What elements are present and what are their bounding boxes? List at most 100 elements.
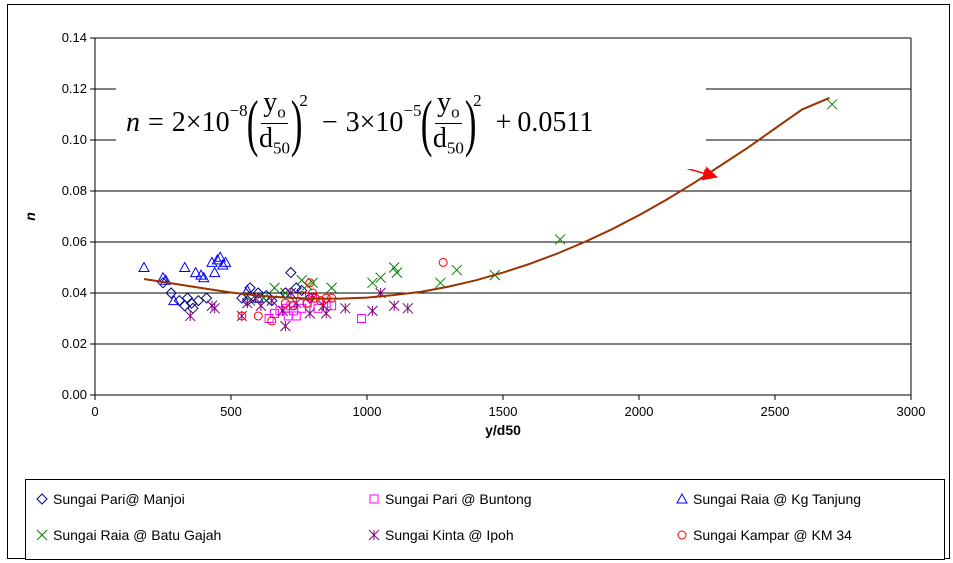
data-point [206,256,218,267]
chart-svg: 0.00 0.02 0.04 0.06 0.08 0.10 0.12 0.14 0 500 1000… [22,30,926,438]
x-tick-label: 0 [91,404,98,419]
eq-lhs: n [126,107,140,138]
eq-exp1: −8 [229,101,248,120]
data-point [178,261,191,272]
diamond-marker-icon [36,493,48,505]
data-point [304,292,316,304]
data-point [236,310,248,322]
legend-label: Sungai Pari @ Buntong [385,491,532,507]
y-tick-label: 0.08 [62,183,87,198]
data-point [285,287,297,299]
asterisk-marker-icon [368,529,380,541]
data-point [297,291,307,301]
eq-fraction-1: yo d50 [259,87,290,158]
data-point [291,311,301,321]
y-tick-label: 0.10 [62,132,87,147]
data-point [189,266,202,278]
data-point [554,234,566,245]
data-point [165,287,177,299]
data-point [320,308,332,319]
data-point [435,277,446,289]
x-tick-label: 2000 [625,404,654,419]
triangle-marker-icon [676,492,688,504]
data-point [159,274,172,285]
data-point [211,253,224,265]
legend-item: Sungai Raia @ Batu Gajah [34,524,221,546]
data-point [286,301,296,311]
data-point [209,302,221,314]
eq-coef1: 2×10 [171,107,230,138]
y-tick-label: 0.06 [62,234,87,249]
x-tick-label: 1500 [489,404,518,419]
data-point [391,267,403,278]
eq-power-1: 2 [299,91,308,110]
x-tick-label: 500 [220,404,242,419]
x-tick-label: 1000 [353,404,382,419]
y-tick-label: 0.02 [62,336,87,351]
data-point [258,292,269,304]
data-point [375,272,386,284]
eq-coef2: 3×10 [345,107,404,138]
data-point [270,308,280,318]
data-point [451,264,463,276]
equation-box: n = 2×10 −8 ( yo d50 ) 2 − 3×10 −5 ( yo d50… [116,77,706,169]
data-point [267,316,277,326]
legend-item: Sungai Raia @ Kg Tanjung [674,488,861,510]
legend: Sungai Pari@ Manjoi Sungai Pari @ Buntong… [25,479,945,560]
data-point [200,292,213,304]
legend-item: Sungai Kampar @ KM 34 [674,524,852,546]
data-point [327,301,337,311]
right-paren-1: ) [290,87,303,158]
circle-marker-icon [677,530,687,540]
x-tick-label: 3000 [897,404,926,419]
data-point [216,258,229,270]
data-point [269,282,280,294]
data-point [316,296,326,306]
legend-item: Sungai Kinta @ Ipoh [366,524,514,546]
data-point [214,251,226,262]
data-point [307,277,318,289]
data-point [402,302,414,314]
data-point [280,320,291,332]
data-point [195,269,207,280]
eq-constant: 0.0511 [517,107,594,138]
data-point [296,284,308,297]
left-paren-1: ( [246,87,259,158]
legend-label: Sungai Kinta @ Ipoh [385,527,514,543]
data-point [339,302,351,314]
data-point [208,266,221,278]
legend-label: Sungai Raia @ Batu Gajah [53,527,222,543]
data-point [388,262,400,273]
legend-label: Sungai Pari@ Manjoi [53,491,185,507]
y-tick-label: 0.12 [62,81,87,96]
data-point [285,266,297,279]
y-tick-label: 0.00 [62,387,87,402]
data-point [308,288,318,298]
data-point [326,282,337,294]
x-axis-label: y/d50 [485,422,521,438]
data-point [305,278,315,288]
regression-equation: n = 2×10 −8 ( yo d50 ) 2 − 3×10 −5 ( yo d50… [126,87,594,158]
data-point [138,261,150,272]
data-point [255,300,267,312]
data-point [388,300,400,312]
data-point [280,287,291,299]
data-point [438,257,448,267]
x-marker-icon [36,529,48,541]
eq-fraction-2: yo d50 [432,87,464,158]
data-point [253,311,263,321]
data-point [313,303,323,313]
data-point [197,271,210,283]
data-point [304,308,316,319]
square-marker-icon [369,494,379,504]
legend-label: Sungai Kampar @ KM 34 [693,527,852,543]
data-point [367,305,378,317]
data-point [297,303,307,313]
y-tick-label: 0.14 [62,30,87,45]
eq-power-2: 2 [473,91,482,110]
data-point [192,294,205,307]
data-point [826,98,838,110]
legend-label: Sungai Raia @ Kg Tanjung [693,491,862,507]
data-point [275,306,285,316]
y-tick-label: 0.04 [62,285,87,300]
